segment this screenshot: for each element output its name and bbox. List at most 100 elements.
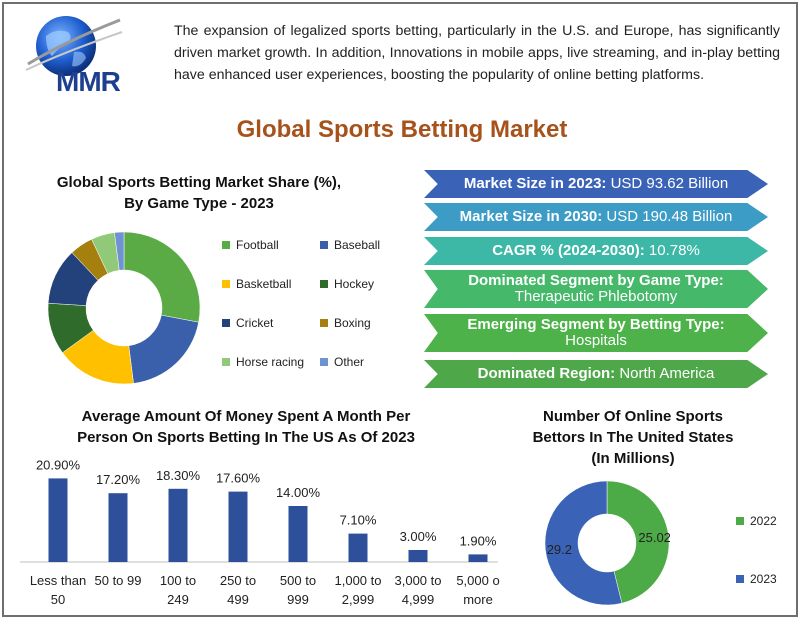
slice-2022	[606, 480, 670, 604]
category-label: 499	[227, 592, 249, 607]
legend-swatch	[222, 358, 230, 366]
intro-paragraph: The expansion of legalized sports bettin…	[174, 23, 780, 83]
market-share-donut-chart	[47, 231, 201, 385]
highlight-arrow-4: Dominated Segment by Game Type: Therapeut…	[424, 270, 768, 308]
globe-icon	[25, 16, 123, 76]
highlight-key: Emerging Segment by Betting Type:	[467, 316, 725, 333]
highlight-key: Market Size in 2023:	[463, 175, 607, 192]
legend-label: Other	[334, 355, 365, 369]
legend-label: Football	[236, 238, 279, 252]
bettors-title-line1: Number Of Online Sports	[542, 408, 723, 425]
legend-label: 2022	[750, 514, 777, 528]
bar-value-label: 17.20%	[96, 472, 141, 487]
legend-label: Basketball	[236, 277, 292, 291]
bettors-title-line2: Bettors In The United States	[532, 429, 734, 446]
highlight-value: USD 190.48 Billion	[606, 208, 733, 225]
legend-label: Horse racing	[236, 355, 305, 369]
slice-baseball	[128, 314, 199, 384]
bar-value-label: 1.90%	[460, 533, 497, 548]
bar-value-label: 17.60%	[216, 471, 261, 486]
legend-label: Baseball	[334, 238, 381, 252]
legend-label: Cricket	[236, 316, 274, 330]
category-label: 249	[167, 592, 189, 607]
bar-6	[348, 533, 368, 562]
legend-item-boxing: Boxing	[320, 316, 371, 330]
bar-2	[108, 493, 128, 562]
category-label: 50 to 99	[95, 573, 142, 588]
highlight-value: 10.78%	[648, 242, 700, 259]
legend-swatch	[222, 319, 230, 327]
highlight-arrow-5: Emerging Segment by Betting Type: Hospita…	[424, 314, 768, 352]
category-label: 999	[287, 592, 309, 607]
highlight-key: CAGR % (2024-2030):	[492, 242, 645, 259]
highlight-value: North America	[619, 365, 715, 382]
category-label: more	[463, 592, 493, 607]
legend-swatch	[222, 280, 230, 288]
legend-item-basketball: Basketball	[222, 277, 291, 291]
legend-item-2023: 2023	[736, 572, 777, 586]
highlight-arrow-3: CAGR % (2024-2030): 10.78%	[424, 237, 768, 265]
legend-label: 2023	[750, 572, 777, 586]
highlight-arrow-2: Market Size in 2030: USD 190.48 Billion	[424, 203, 768, 231]
slice-2023	[544, 480, 623, 606]
market-share-title-line2: By Game Type - 2023	[124, 195, 274, 212]
spending-bar-chart: 20.90% Less than 50 17.20% 50 to 99 18.30% 100…	[20, 457, 500, 607]
slice-football	[123, 231, 201, 323]
legend-swatch	[320, 280, 328, 288]
bar-3	[168, 488, 188, 562]
bar-value-label: 14.00%	[276, 485, 321, 500]
highlight-value: Hospitals	[565, 332, 627, 349]
highlight-arrow-6: Dominated Region: North America	[424, 360, 768, 388]
legend-swatch	[320, 241, 328, 249]
slice-other	[114, 231, 125, 271]
bar-value-label: 20.90%	[36, 457, 81, 472]
mmr-logo: MMR	[24, 12, 154, 98]
category-label: 50	[51, 592, 65, 607]
category-label: 2,999	[342, 592, 375, 607]
legend-swatch	[736, 575, 744, 583]
spending-title-line2: Person On Sports Betting In The US As Of…	[77, 429, 415, 446]
category-label: 4,999	[402, 592, 435, 607]
legend-swatch	[320, 319, 328, 327]
bettors-title-line3: (In Millions)	[591, 450, 675, 467]
highlight-value: USD 93.62 Billion	[610, 175, 729, 192]
legend-item-horse-racing: Horse racing	[222, 355, 304, 369]
highlight-arrow-1: Market Size in 2023: USD 93.62 Billion	[424, 170, 768, 198]
market-share-chart-title: Global Sports Betting Market Share (%), …	[34, 172, 364, 214]
bettors-chart-title: Number Of Online Sports Bettors In The U…	[498, 406, 768, 469]
highlight-value: Therapeutic Phlebotomy	[514, 288, 678, 305]
legend-item-football: Football	[222, 238, 279, 252]
bar-7	[408, 550, 428, 562]
slice-value-label: 29.2	[547, 542, 572, 557]
category-label: 1,000 to	[335, 573, 382, 588]
bar-value-label: 7.10%	[340, 513, 377, 528]
highlight-key: Market Size in 2030:	[459, 208, 603, 225]
legend-swatch	[320, 358, 328, 366]
slice-value-label: 25.02	[638, 530, 670, 545]
legend-swatch	[222, 241, 230, 249]
bar-value-label: 18.30%	[156, 468, 201, 483]
bar-1	[48, 478, 68, 562]
logo-text: MMR	[56, 66, 121, 97]
category-label: 500 to	[280, 573, 316, 588]
spending-title-line1: Average Amount Of Money Spent A Month Pe…	[81, 408, 411, 425]
bar-8	[468, 554, 488, 562]
category-label: 250 to	[220, 573, 256, 588]
category-label: 100 to	[160, 573, 196, 588]
highlight-key: Dominated Segment by Game Type:	[468, 272, 724, 289]
category-label: 3,000 to	[395, 573, 442, 588]
legend-item-hockey: Hockey	[320, 277, 374, 291]
page-title: Global Sports Betting Market	[236, 116, 568, 143]
legend-item-other: Other	[320, 355, 364, 369]
bettors-donut-chart: 25.02 29.2	[544, 480, 670, 606]
legend-swatch	[736, 517, 744, 525]
bar-4	[228, 491, 248, 562]
legend-item-2022: 2022	[736, 514, 777, 528]
legend-item-cricket: Cricket	[222, 316, 273, 330]
category-label: 5,000 o	[456, 573, 499, 588]
legend-item-baseball: Baseball	[320, 238, 380, 252]
market-share-title-line1: Global Sports Betting Market Share (%),	[56, 174, 342, 191]
bar-value-label: 3.00%	[400, 529, 437, 544]
legend-label: Hockey	[334, 277, 375, 291]
